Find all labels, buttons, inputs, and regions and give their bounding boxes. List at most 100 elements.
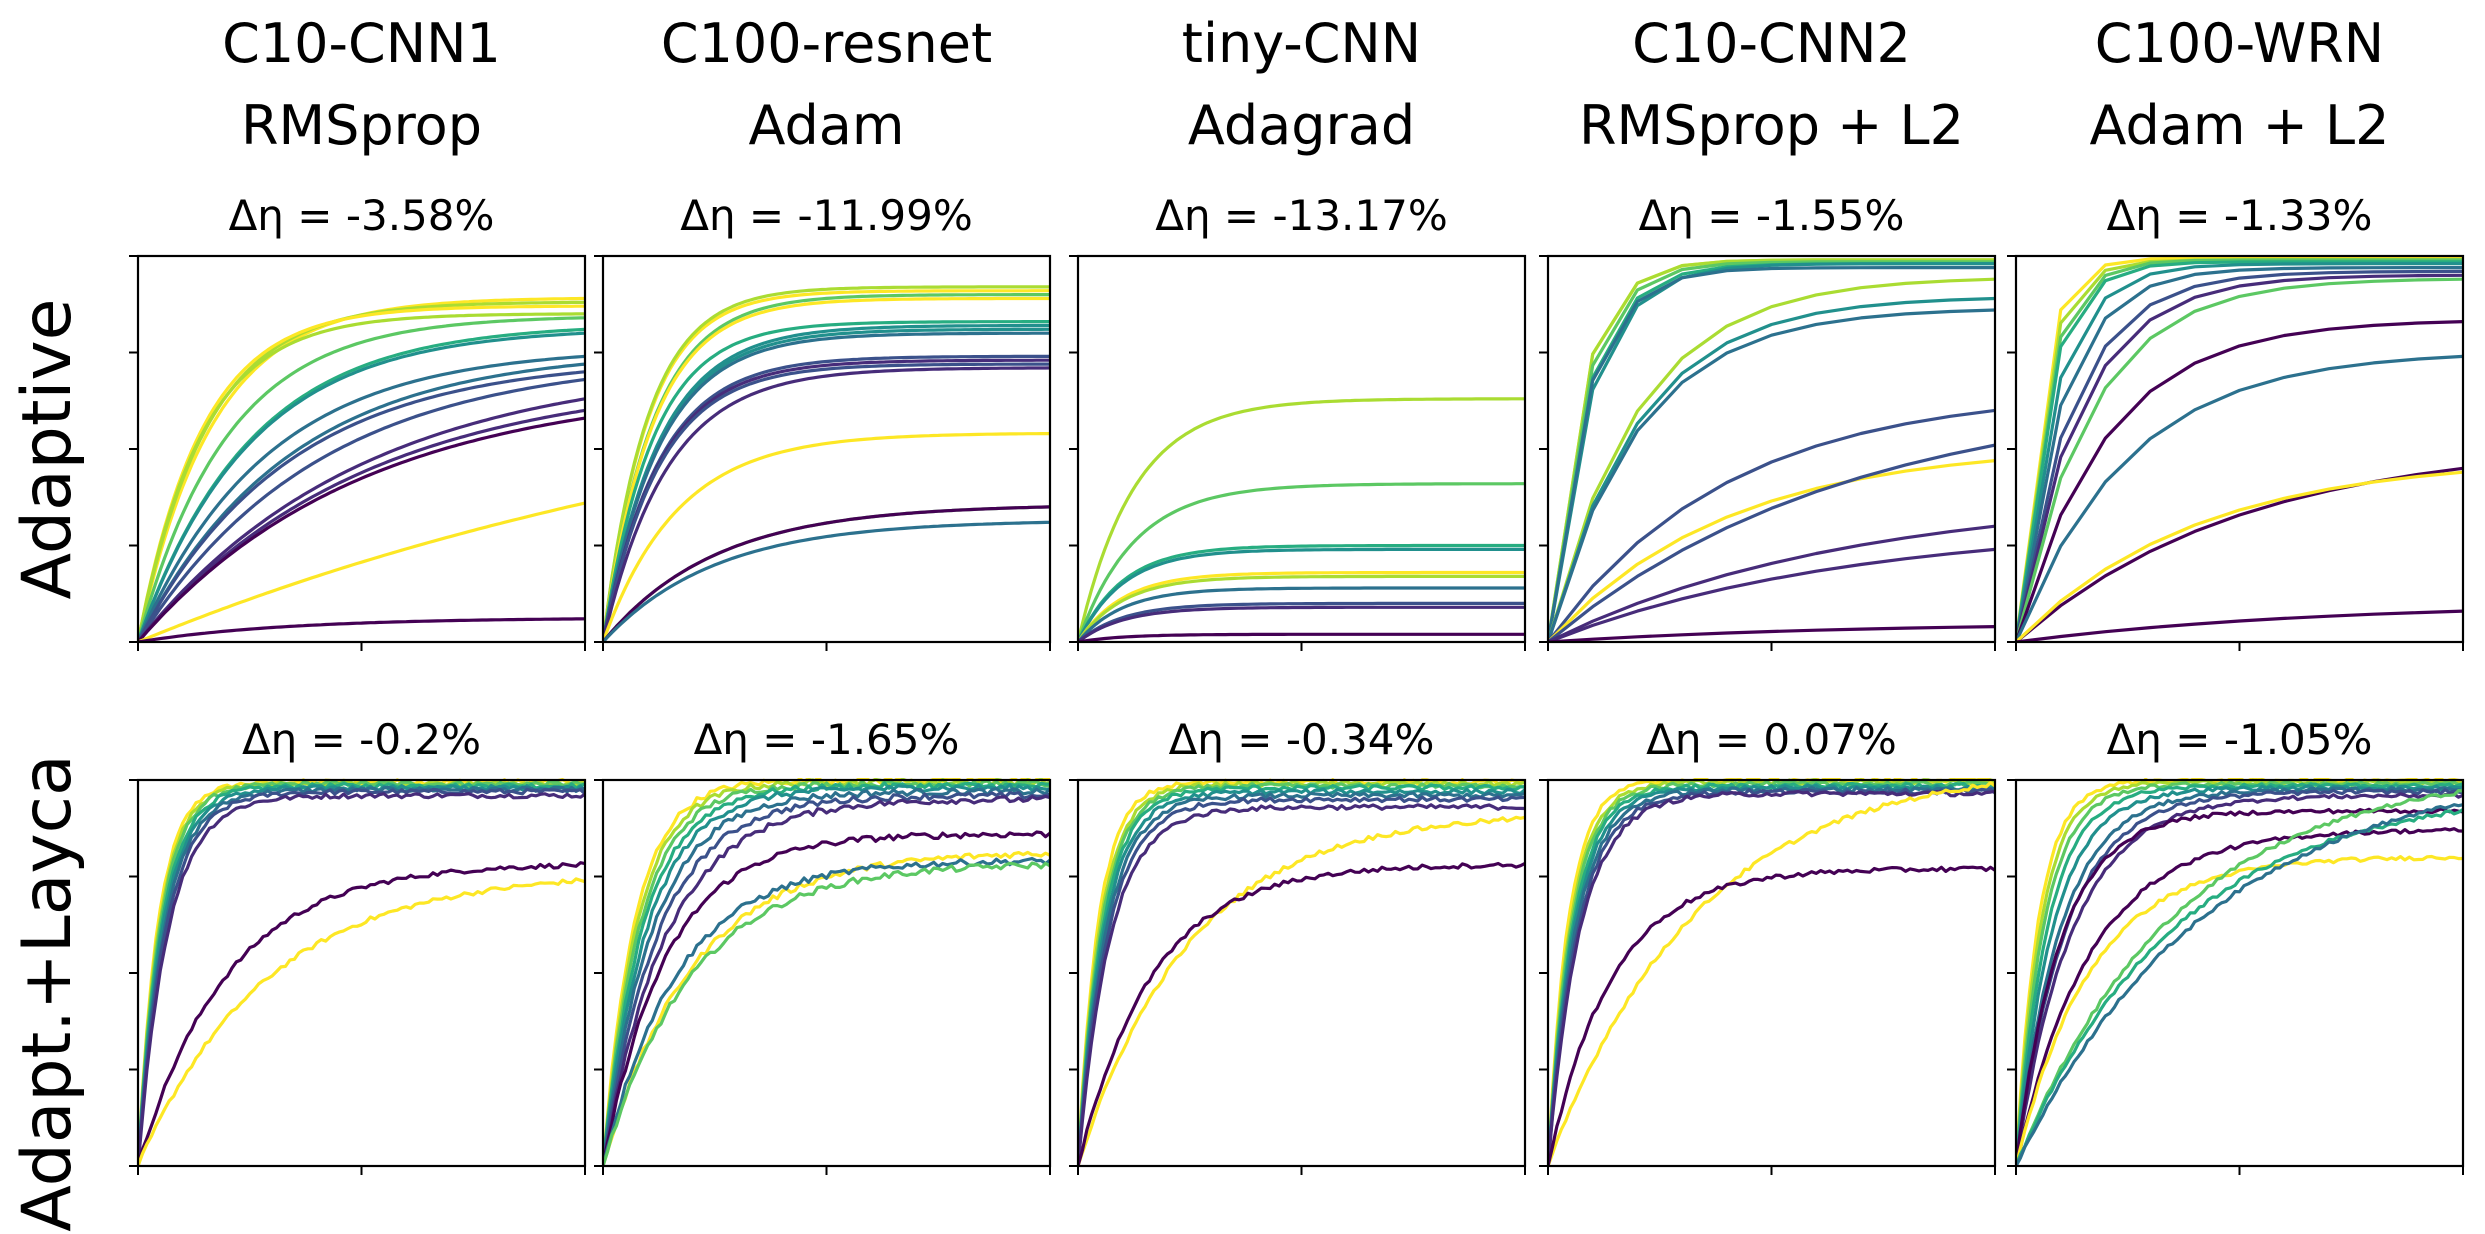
- series-line: [2016, 792, 2463, 1166]
- series-line: [138, 781, 585, 1166]
- panel-r0-c0: Δη = -3.58%: [129, 191, 587, 651]
- panel-r1-c1: Δη = -1.65%: [594, 715, 1052, 1175]
- series-line: [603, 366, 1050, 642]
- series-line: [138, 792, 585, 1166]
- series-line: [138, 362, 585, 642]
- delta-eta-label: Δη = 0.07%: [1646, 715, 1897, 764]
- series-line: [1548, 780, 1995, 1166]
- delta-eta-label: Δη = -1.33%: [2107, 191, 2373, 240]
- series-line: [603, 791, 1050, 1166]
- series-line: [1078, 795, 1525, 1166]
- series-line: [603, 505, 1050, 642]
- series-line: [603, 861, 1050, 1166]
- series-line: [603, 296, 1050, 642]
- series-line: [1548, 408, 1995, 642]
- series-line: [1548, 260, 1995, 642]
- series-line: [603, 358, 1050, 642]
- delta-eta-label: Δη = -1.65%: [694, 715, 960, 764]
- series-line: [1078, 574, 1525, 642]
- series-line: [1078, 632, 1525, 642]
- column-model-title: C100-WRN: [2095, 12, 2384, 75]
- series-line: [603, 354, 1050, 642]
- axes-frame: [1076, 254, 1527, 644]
- column-optimizer-title: Adagrad: [1188, 94, 1415, 157]
- delta-eta-label: Δη = -0.34%: [1169, 715, 1435, 764]
- series-line: [138, 787, 585, 1166]
- panel-r0-c2: Δη = -13.17%: [1069, 191, 1527, 651]
- series-line: [2016, 784, 2463, 1166]
- column-model-title: C100-resnet: [661, 12, 992, 75]
- series-line: [1548, 262, 1995, 642]
- column-titles: C10-CNN1 RMSprop C100-resnet Adam tiny-CNN Ad…: [222, 12, 2389, 157]
- panel-r1-c4: Δη = -1.05%: [2007, 715, 2465, 1175]
- series-line: [1078, 586, 1525, 642]
- series-line: [138, 331, 585, 642]
- series-line: [2016, 778, 2463, 1166]
- series-line: [1548, 547, 1995, 642]
- series-line: [138, 327, 585, 642]
- series-line: [2016, 778, 2463, 1166]
- series-line: [1548, 443, 1995, 642]
- column-optimizer-title: Adam + L2: [2090, 94, 2390, 157]
- series-line: [2016, 780, 2463, 1166]
- series-line: [2016, 466, 2463, 642]
- series-line: [1548, 277, 1995, 642]
- series-line: [138, 416, 585, 642]
- series-line: [603, 320, 1050, 642]
- column-optimizer-title: Adam: [749, 94, 905, 157]
- series-line: [2016, 258, 2463, 642]
- series-line: [603, 778, 1050, 1166]
- series-line: [603, 285, 1050, 642]
- panel-r0-c4: Δη = -1.33%: [2007, 191, 2465, 651]
- series-line: [1078, 861, 1525, 1166]
- series-line: [2016, 827, 2463, 1166]
- series-line: [1548, 258, 1995, 642]
- series-line: [1548, 789, 1995, 1166]
- panel-r1-c3: Δη = 0.07%: [1539, 715, 1997, 1175]
- series-line: [138, 877, 585, 1166]
- series-line: [2016, 807, 2463, 1166]
- series-line: [1078, 547, 1525, 642]
- series-line: [138, 785, 585, 1166]
- series-line: [603, 327, 1050, 642]
- series-line: [1078, 397, 1525, 642]
- series-line: [603, 794, 1050, 1166]
- series-line: [1078, 803, 1525, 1166]
- series-line: [603, 289, 1050, 642]
- series-line: [2016, 273, 2463, 642]
- series-line: [603, 293, 1050, 642]
- series-line: [1078, 787, 1525, 1166]
- series-line: [2016, 803, 2463, 1166]
- series-line: [603, 323, 1050, 642]
- series-line: [1548, 787, 1995, 1166]
- series-line: [1078, 482, 1525, 642]
- delta-eta-label: Δη = -13.17%: [1155, 191, 1448, 240]
- series-line: [603, 850, 1050, 1166]
- series-line: [138, 861, 585, 1166]
- series-line: [1548, 625, 1995, 642]
- series-line: [2016, 277, 2463, 642]
- series-line: [138, 397, 585, 642]
- series-line: [2016, 788, 2463, 1166]
- series-line: [1548, 266, 1995, 642]
- series-line: [138, 370, 585, 642]
- series-line: [138, 354, 585, 642]
- series-line: [138, 779, 585, 1166]
- series-line: [2016, 354, 2463, 642]
- column-optimizer-title: RMSprop + L2: [1579, 94, 1964, 157]
- series-line: [603, 331, 1050, 642]
- series-line: [1078, 781, 1525, 1166]
- panels: Δη = -3.58% Δη = -11.99% Δη = -13.17% Δη = …: [129, 191, 2465, 1175]
- series-line: [2016, 266, 2463, 642]
- panel-r0-c3: Δη = -1.55%: [1539, 191, 1997, 651]
- series-line: [138, 501, 585, 642]
- series-line: [1078, 783, 1525, 1166]
- series-line: [2016, 609, 2463, 642]
- delta-eta-label: Δη = -11.99%: [680, 191, 973, 240]
- series-line: [138, 377, 585, 642]
- series-line: [2016, 256, 2463, 642]
- series-line: [603, 362, 1050, 642]
- series-line: [1078, 605, 1525, 642]
- series-line: [1078, 815, 1525, 1166]
